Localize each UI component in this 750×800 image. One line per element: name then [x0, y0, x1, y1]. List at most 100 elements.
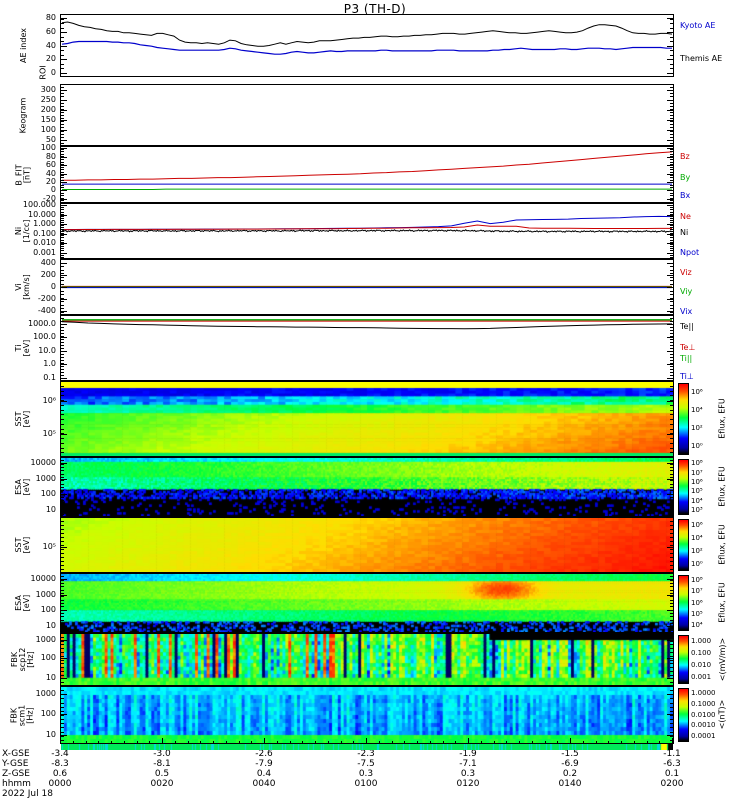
y-tick-mark: [667, 494, 674, 495]
colorbar-tick-label: 10⁴: [691, 406, 703, 414]
y-tick-mark: [60, 18, 67, 19]
x-axis-tick-value: 0.3: [358, 769, 374, 779]
y-minor-tick: [670, 675, 674, 676]
y-minor-tick: [670, 87, 674, 88]
y-minor-tick: [60, 93, 64, 94]
colorbar-tick-label: 10²: [691, 547, 703, 555]
y-minor-tick: [670, 644, 674, 645]
y-minor-tick: [670, 121, 674, 122]
y-minor-tick: [670, 250, 674, 251]
y-tick-mark: [667, 324, 674, 325]
y-tick-mark: [60, 90, 67, 91]
y-minor-tick: [60, 209, 64, 210]
y-tick-mark: [60, 182, 67, 183]
panel-esa-1: [60, 457, 674, 517]
y-minor-tick: [670, 549, 674, 550]
colorbar-tick-label: 10⁶: [691, 599, 703, 607]
y-minor-tick: [60, 537, 64, 538]
y-tick-mark: [667, 311, 674, 312]
y-minor-tick: [60, 308, 64, 309]
y-minor-tick: [670, 525, 674, 526]
y-minor-tick: [670, 301, 674, 302]
y-minor-tick: [60, 294, 64, 295]
colorbar-tick-label: 0.0100: [691, 711, 716, 719]
x-axis-tick-value: 0040: [252, 779, 276, 789]
y-minor-tick: [670, 162, 674, 163]
y-minor-tick: [60, 386, 64, 387]
y-minor-tick: [60, 470, 64, 471]
y-tick-mark: [667, 337, 674, 338]
x-axis-tick-value: -8.3: [51, 759, 69, 769]
y-minor-tick: [60, 620, 64, 621]
y-tick-label: 10: [45, 730, 56, 739]
y-tick-mark: [667, 100, 674, 101]
y-minor-tick: [60, 357, 64, 358]
cb-fbk-b: [678, 688, 689, 742]
colorbar-tick-label: 0.100: [691, 649, 712, 657]
y-minor-tick: [60, 55, 64, 56]
y-tick-mark: [667, 610, 674, 611]
b-fit-traces: [62, 151, 673, 190]
y-minor-tick: [60, 500, 64, 501]
cb-sst-1: [678, 383, 689, 455]
panel-keogram: [60, 84, 674, 146]
legend-viy: Viy: [680, 287, 693, 296]
x-tick-mark: [468, 738, 469, 744]
y-minor-tick: [60, 227, 64, 228]
legend-te: Te⊥: [680, 343, 696, 352]
y-minor-tick: [60, 484, 64, 485]
y-minor-tick: [670, 386, 674, 387]
y-tick-mark: [667, 73, 674, 74]
panel-esa-2: [60, 573, 674, 633]
x-tick-mark: [494, 741, 495, 744]
colorbar-title: Eflux, EFU: [717, 466, 727, 507]
x-axis-tick-value: -7.9: [255, 759, 273, 769]
y-minor-tick: [670, 284, 674, 285]
x-axis-date: 2022 Jul 18: [2, 789, 53, 799]
y-minor-tick: [60, 68, 64, 69]
y-tick-mark: [667, 547, 674, 548]
y-minor-tick: [60, 151, 64, 152]
y-minor-tick: [60, 127, 64, 128]
y-tick-mark: [60, 595, 67, 596]
y-minor-tick: [670, 336, 674, 337]
y-minor-tick: [60, 541, 64, 542]
y-tick-label: 100: [40, 489, 56, 498]
y-minor-tick: [60, 553, 64, 554]
y-minor-tick: [670, 50, 674, 51]
y-minor-tick: [60, 600, 64, 601]
y-minor-tick: [670, 209, 674, 210]
y-minor-tick: [670, 131, 674, 132]
y-minor-tick: [60, 480, 64, 481]
y-minor-tick: [60, 121, 64, 122]
y-tick-label: 40: [45, 169, 56, 178]
y-minor-tick: [670, 410, 674, 411]
panel-sst-2: [60, 517, 674, 573]
y-tick-mark: [60, 32, 67, 33]
y-minor-tick: [60, 433, 64, 434]
y-tick-label: 200: [40, 270, 56, 279]
y-minor-tick: [60, 231, 64, 232]
y-minor-tick: [670, 231, 674, 232]
y-tick-mark: [667, 510, 674, 511]
colorbar-tick-label: 0.001: [691, 673, 712, 681]
y-minor-tick: [60, 419, 64, 420]
y-minor-tick: [670, 497, 674, 498]
y-minor-tick: [60, 298, 64, 299]
y-minor-tick: [670, 545, 674, 546]
y-minor-tick: [670, 127, 674, 128]
y-minor-tick: [60, 711, 64, 712]
y-minor-tick: [60, 569, 64, 570]
x-tick-mark: [596, 741, 597, 744]
y-minor-tick: [60, 159, 64, 160]
y-minor-tick: [670, 212, 674, 213]
x-tick-mark: [519, 741, 520, 744]
x-axis-tick-value: -1.5: [561, 749, 579, 759]
y-minor-tick: [60, 225, 64, 226]
y-minor-tick: [60, 333, 64, 334]
legend-ti: Ti||: [680, 354, 693, 363]
y-minor-tick: [60, 345, 64, 346]
fbk-scm1-spectrogram: [61, 687, 673, 743]
y-tick-mark: [60, 140, 67, 141]
y-tick-mark: [60, 547, 67, 548]
